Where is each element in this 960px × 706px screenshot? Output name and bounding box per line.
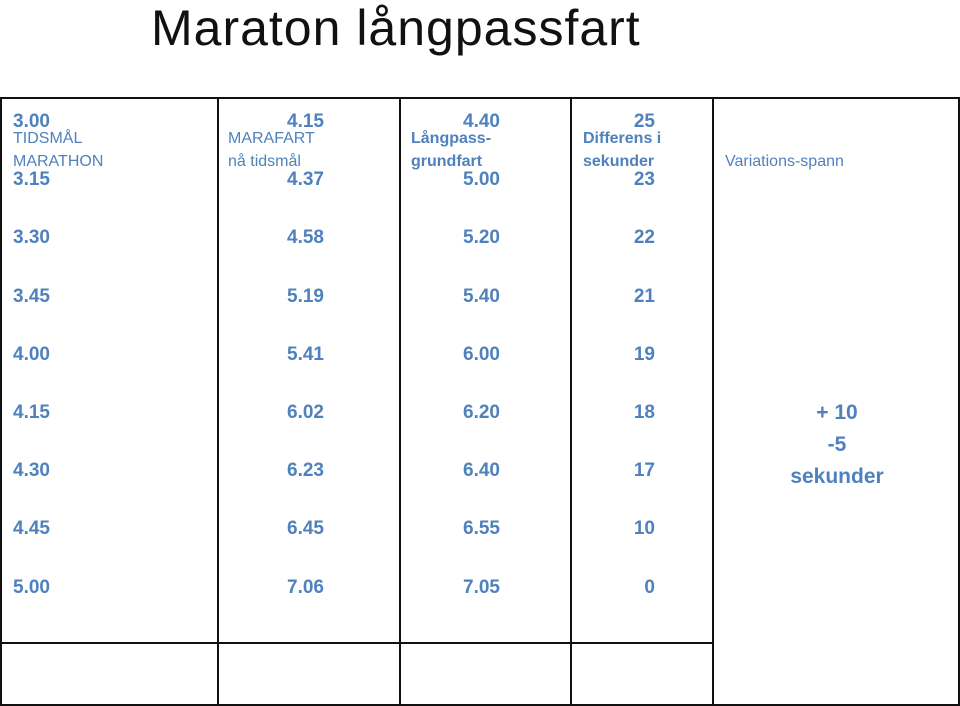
- cell-race-pace: 6.45: [287, 518, 324, 540]
- cell-difference: 18: [633, 402, 655, 423]
- cell-long-run-pace: 6.20: [463, 402, 500, 423]
- cell-difference: 23: [633, 169, 655, 191]
- cell-long-run-pace: 5.40: [463, 285, 500, 307]
- page-title: Maraton långpassfart: [151, 0, 641, 56]
- table-border-left: [0, 97, 2, 706]
- header-race-pace: MARAFART nå tidsmål: [228, 130, 315, 170]
- table-border-top: [0, 97, 960, 99]
- cell-difference: 17: [633, 460, 655, 482]
- cell-race-pace: 5.41: [287, 343, 324, 365]
- cell-goal: 3.15: [13, 169, 50, 191]
- cell-long-run-pace: 5.20: [463, 227, 500, 249]
- cell-race-pace: 6.02: [287, 402, 324, 423]
- pace-table: TIDSMÅL MARATHON MARAFART nå tidsmål Lån…: [0, 97, 960, 706]
- variation-minus: -5: [827, 433, 847, 456]
- table-border-bottom: [0, 704, 960, 706]
- cell-long-run-pace: 4.40: [463, 111, 500, 132]
- cell-difference: 10: [633, 518, 655, 540]
- cell-race-pace: 4.15: [287, 111, 324, 132]
- column-divider: [712, 97, 714, 706]
- column-divider: [217, 97, 219, 706]
- cell-goal: 3.30: [13, 227, 50, 249]
- cell-long-run-pace: 5.00: [463, 169, 500, 191]
- cell-goal: 3.00: [13, 111, 50, 132]
- cell-goal: 5.00: [13, 576, 50, 598]
- cell-goal: 4.15: [13, 402, 50, 423]
- cell-race-pace: 4.37: [287, 169, 324, 191]
- header-long-run-pace: Långpass- grundfart: [411, 130, 492, 170]
- variation-plus: + 10: [816, 401, 858, 424]
- cell-race-pace: 4.58: [287, 227, 324, 249]
- column-divider: [570, 97, 572, 706]
- cell-long-run-pace: 6.00: [463, 343, 500, 365]
- variation-unit: sekunder: [790, 465, 884, 488]
- cell-goal: 4.45: [13, 518, 50, 540]
- cell-race-pace: 7.06: [287, 576, 324, 598]
- cell-long-run-pace: 7.05: [463, 576, 500, 598]
- table-border-right: [958, 97, 960, 706]
- cell-difference: 25: [633, 111, 655, 132]
- cell-goal: 4.00: [13, 343, 50, 365]
- cell-race-pace: 5.19: [287, 285, 324, 307]
- cell-difference: 0: [644, 576, 655, 598]
- variation-span: + 10 -5 sekunder: [714, 397, 960, 493]
- cell-goal: 4.30: [13, 460, 50, 482]
- cell-goal: 3.45: [13, 285, 50, 307]
- cell-long-run-pace: 6.40: [463, 460, 500, 482]
- column-divider: [399, 97, 401, 706]
- cell-long-run-pace: 6.55: [463, 518, 500, 540]
- header-goal: TIDSMÅL MARATHON: [13, 130, 104, 170]
- cell-difference: 22: [633, 227, 655, 249]
- header-difference: Differens i sekunder: [583, 130, 662, 170]
- cell-difference: 19: [633, 343, 655, 365]
- row-divider: [0, 642, 714, 644]
- cell-difference: 21: [633, 285, 655, 307]
- cell-race-pace: 6.23: [287, 460, 324, 482]
- header-variation: Variations-spann: [725, 153, 844, 170]
